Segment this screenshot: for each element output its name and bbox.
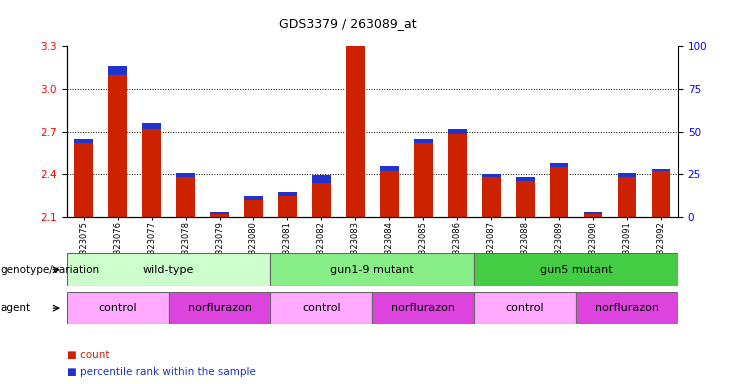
Bar	[576, 292, 678, 324]
Bar	[270, 253, 474, 286]
Bar	[74, 143, 93, 217]
Bar	[108, 66, 127, 74]
Bar	[168, 292, 270, 324]
Bar	[108, 74, 127, 217]
Bar	[346, 46, 365, 217]
Bar	[312, 175, 330, 183]
Bar	[210, 214, 229, 217]
Bar	[74, 139, 93, 143]
Bar	[651, 171, 671, 217]
Text: ■ percentile rank within the sample: ■ percentile rank within the sample	[67, 367, 256, 377]
Bar	[584, 214, 602, 217]
Bar	[482, 177, 501, 217]
Bar	[210, 212, 229, 214]
Bar	[244, 200, 263, 217]
Text: control: control	[99, 303, 137, 313]
Bar	[142, 129, 161, 217]
Bar	[474, 253, 678, 286]
Text: norflurazon: norflurazon	[595, 303, 659, 313]
Text: wild-type: wild-type	[143, 265, 194, 275]
Text: genotype/variation: genotype/variation	[1, 265, 100, 275]
Text: control: control	[506, 303, 545, 313]
Bar	[550, 163, 568, 167]
Bar	[142, 123, 161, 129]
Text: control: control	[302, 303, 341, 313]
Bar	[448, 134, 467, 217]
Bar	[618, 173, 637, 177]
Bar	[67, 253, 270, 286]
Bar	[278, 195, 297, 217]
Bar	[651, 169, 671, 171]
Text: norflurazon: norflurazon	[187, 303, 251, 313]
Text: norflurazon: norflurazon	[391, 303, 455, 313]
Bar	[414, 143, 433, 217]
Text: ■ count: ■ count	[67, 350, 109, 360]
Text: gun5 mutant: gun5 mutant	[539, 265, 613, 275]
Bar	[550, 167, 568, 217]
Bar	[380, 171, 399, 217]
Bar	[270, 292, 372, 324]
Bar	[176, 173, 195, 177]
Bar	[278, 192, 297, 195]
Bar	[516, 181, 534, 217]
Bar	[312, 183, 330, 217]
Bar	[448, 129, 467, 134]
Bar	[346, 40, 365, 46]
Bar	[176, 177, 195, 217]
Bar	[372, 292, 474, 324]
Bar	[516, 177, 534, 181]
Bar	[380, 166, 399, 171]
Bar	[414, 139, 433, 143]
Text: agent: agent	[1, 303, 31, 313]
Text: gun1-9 mutant: gun1-9 mutant	[330, 265, 414, 275]
Bar	[67, 292, 168, 324]
Bar	[618, 177, 637, 217]
Bar	[584, 212, 602, 214]
Text: GDS3379 / 263089_at: GDS3379 / 263089_at	[279, 17, 417, 30]
Bar	[244, 195, 263, 200]
Bar	[474, 292, 576, 324]
Bar	[482, 174, 501, 177]
